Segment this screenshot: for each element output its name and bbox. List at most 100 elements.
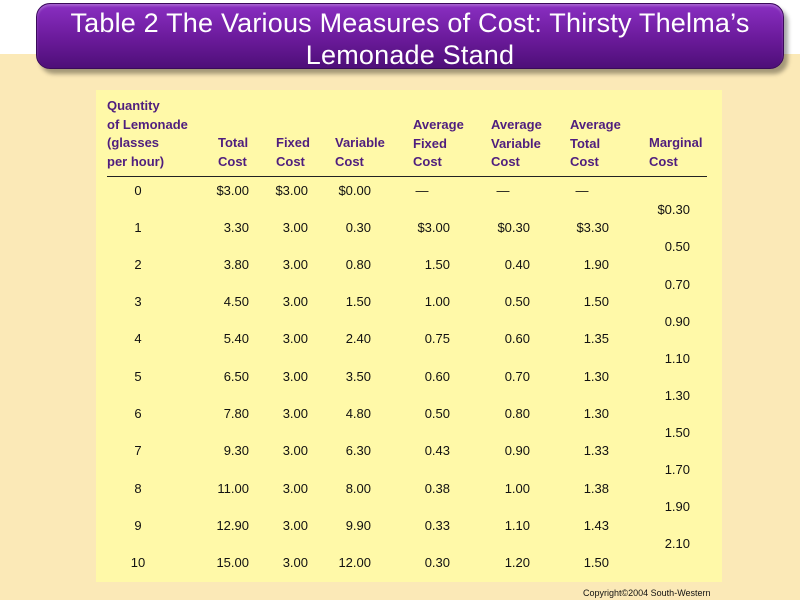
row-2-fixed-cost: 3.00 (282, 257, 308, 272)
row-6-fixed-cost: 3.00 (282, 406, 308, 421)
row-1-quantity: 1 (134, 220, 142, 235)
row-5-average-variable-cost: 0.70 (504, 369, 530, 384)
row-1-average-fixed-cost: $3.00 (417, 220, 450, 235)
header-marginal-cost: Marginal Cost (649, 135, 703, 169)
marginal-cost-7-8: 1.70 (664, 462, 690, 477)
row-8-variable-cost: 8.00 (345, 481, 371, 496)
marginal-cost-1-2: 0.50 (664, 239, 690, 254)
row-2-average-fixed-cost: 1.50 (424, 257, 450, 272)
row-8-fixed-cost: 3.00 (282, 481, 308, 496)
row-2-average-total-cost: 1.90 (583, 257, 609, 272)
copyright-notice: Copyright©2004 South-Western (583, 588, 711, 598)
row-0-variable-cost: $0.00 (338, 183, 371, 198)
row-2-variable-cost: 0.80 (345, 257, 371, 272)
row-7-total-cost: 9.30 (223, 443, 249, 458)
slide-title: Table 2 The Various Measures of Cost: Th… (70, 8, 750, 70)
row-2-quantity: 2 (134, 257, 142, 272)
row-5-variable-cost: 3.50 (345, 369, 371, 384)
marginal-cost-4-5: 1.10 (664, 351, 690, 366)
row-5-quantity: 5 (134, 369, 142, 384)
header-average-fixed-cost: Average Fixed Cost (413, 117, 464, 169)
row-10-average-fixed-cost: 0.30 (424, 555, 450, 570)
row-10-average-variable-cost: 1.20 (504, 555, 530, 570)
row-10-average-total-cost: 1.50 (583, 555, 609, 570)
row-7-variable-cost: 6.30 (345, 443, 371, 458)
row-5-average-fixed-cost: 0.60 (424, 369, 450, 384)
row-10-variable-cost: 12.00 (338, 555, 371, 570)
header-average-variable-cost: Average Variable Cost (491, 117, 542, 169)
row-5-total-cost: 6.50 (223, 369, 249, 384)
row-4-variable-cost: 2.40 (345, 331, 371, 346)
row-0-quantity: 0 (134, 183, 142, 198)
row-8-average-fixed-cost: 0.38 (424, 481, 450, 496)
row-8-total-cost: 11.00 (217, 481, 249, 496)
marginal-cost-2-3: 0.70 (664, 277, 690, 292)
row-10-fixed-cost: 3.00 (282, 555, 308, 570)
row-0-average-variable-cost: — (496, 183, 510, 198)
header-variable-cost: Variable Cost (335, 135, 385, 169)
header-average-total-cost: Average Total Cost (570, 117, 621, 169)
row-1-variable-cost: 0.30 (345, 220, 371, 235)
title-banner (36, 3, 784, 69)
header-total-cost: Total Cost (218, 135, 249, 169)
row-4-average-total-cost: 1.35 (583, 331, 609, 346)
row-1-average-total-cost: $3.30 (576, 220, 609, 235)
row-6-total-cost: 7.80 (223, 406, 249, 421)
row-10-total-cost: 15.00 (216, 555, 249, 570)
row-9-quantity: 9 (134, 518, 142, 533)
row-9-total-cost: 12.90 (216, 518, 249, 533)
row-6-average-fixed-cost: 0.50 (424, 406, 450, 421)
marginal-cost-8-9: 1.90 (664, 499, 690, 514)
row-7-average-total-cost: 1.33 (583, 443, 609, 458)
marginal-cost-9-10: 2.10 (664, 536, 690, 551)
row-1-average-variable-cost: $0.30 (497, 220, 530, 235)
row-6-average-total-cost: 1.30 (583, 406, 609, 421)
row-4-average-fixed-cost: 0.75 (424, 331, 450, 346)
row-2-total-cost: 3.80 (223, 257, 249, 272)
row-4-fixed-cost: 3.00 (282, 331, 308, 346)
row-1-total-cost: 3.30 (223, 220, 249, 235)
row-3-total-cost: 4.50 (223, 294, 249, 309)
row-3-average-total-cost: 1.50 (583, 294, 609, 309)
row-3-average-fixed-cost: 1.00 (424, 294, 450, 309)
row-6-average-variable-cost: 0.80 (504, 406, 530, 421)
row-9-average-fixed-cost: 0.33 (424, 518, 450, 533)
row-4-average-variable-cost: 0.60 (504, 331, 530, 346)
marginal-cost-6-7: 1.50 (664, 425, 690, 440)
row-3-variable-cost: 1.50 (345, 294, 371, 309)
row-5-fixed-cost: 3.00 (282, 369, 308, 384)
row-9-average-total-cost: 1.43 (583, 518, 609, 533)
row-9-fixed-cost: 3.00 (282, 518, 308, 533)
header-fixed-cost: Fixed Cost (276, 135, 310, 169)
row-0-average-total-cost: — (575, 183, 589, 198)
marginal-cost-0-1: $0.30 (657, 202, 690, 217)
row-3-fixed-cost: 3.00 (282, 294, 308, 309)
row-7-quantity: 7 (134, 443, 142, 458)
row-10-quantity: 10 (130, 555, 146, 570)
row-0-average-fixed-cost: — (415, 183, 429, 198)
row-0-fixed-cost: $3.00 (275, 183, 308, 198)
row-8-average-variable-cost: 1.00 (504, 481, 530, 496)
row-7-fixed-cost: 3.00 (282, 443, 308, 458)
row-0-total-cost: $3.00 (216, 183, 249, 198)
row-2-average-variable-cost: 0.40 (504, 257, 530, 272)
header-quantity: Quantity of Lemonade (glasses per hour) (107, 98, 188, 169)
row-7-average-fixed-cost: 0.43 (424, 443, 450, 458)
row-6-variable-cost: 4.80 (345, 406, 371, 421)
row-8-quantity: 8 (134, 481, 142, 496)
row-4-total-cost: 5.40 (223, 331, 249, 346)
cost-table-panel (96, 90, 722, 582)
row-6-quantity: 6 (134, 406, 142, 421)
row-5-average-total-cost: 1.30 (583, 369, 609, 384)
row-9-average-variable-cost: 1.10 (504, 518, 530, 533)
marginal-cost-3-4: 0.90 (664, 314, 690, 329)
marginal-cost-5-6: 1.30 (664, 388, 690, 403)
row-8-average-total-cost: 1.38 (583, 481, 609, 496)
row-3-quantity: 3 (134, 294, 142, 309)
row-9-variable-cost: 9.90 (345, 518, 371, 533)
header-rule (107, 176, 707, 177)
row-4-quantity: 4 (134, 331, 142, 346)
row-1-fixed-cost: 3.00 (282, 220, 308, 235)
row-7-average-variable-cost: 0.90 (504, 443, 530, 458)
row-3-average-variable-cost: 0.50 (504, 294, 530, 309)
